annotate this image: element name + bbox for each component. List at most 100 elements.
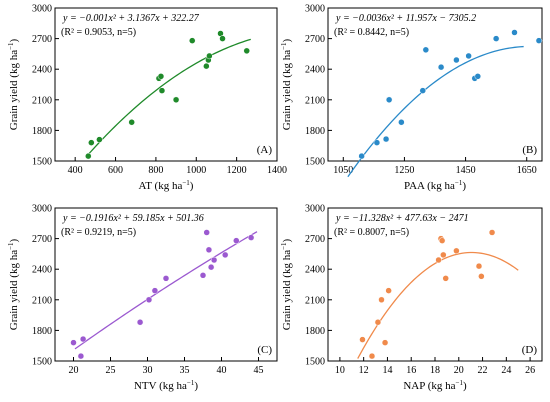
- x-tick-label: 40: [217, 365, 227, 376]
- panel-a: 1500 1800 2100 2400 2700 3000 400 600 800 1000 120…: [7, 4, 287, 193]
- x-tick-label: 1450: [456, 165, 476, 176]
- data-point: [488, 229, 496, 236]
- x-tick-label: 20: [69, 365, 79, 376]
- data-point: [136, 318, 144, 326]
- data-point: [359, 336, 366, 343]
- x-tick-label: 45: [254, 365, 264, 376]
- data-point: [442, 275, 449, 282]
- data-point: [465, 52, 472, 60]
- y-tick-label: 1800: [32, 126, 52, 137]
- data-point: [453, 247, 460, 255]
- y-tick-label: 1800: [305, 126, 325, 137]
- data-point: [207, 263, 215, 271]
- y-tick-label: 1800: [305, 326, 325, 337]
- y-tick-label: 2700: [32, 234, 52, 245]
- regression-equation: y = −11.328x² + 477.63x − 2471: [335, 213, 469, 224]
- y-tick-label: 2400: [305, 265, 325, 276]
- data-point: [203, 229, 210, 236]
- data-point: [233, 237, 240, 244]
- data-point: [172, 96, 180, 104]
- data-point: [378, 296, 385, 304]
- panel-label: (D): [522, 344, 538, 356]
- x-tick-label: 1650: [517, 165, 537, 176]
- fit-curve: [86, 38, 251, 156]
- x-tick-label: 25: [106, 365, 116, 376]
- x-tick-label: 1250: [394, 165, 414, 176]
- data-point: [85, 152, 92, 160]
- y-tick-label: 2100: [305, 95, 325, 106]
- x-tick-label: 24: [501, 365, 511, 376]
- data-point: [70, 339, 77, 346]
- x-tick-label: 10: [335, 365, 345, 376]
- y-tick-label: 1500: [32, 357, 52, 368]
- data-point: [88, 139, 95, 146]
- data-point: [162, 275, 170, 282]
- data-point: [199, 272, 207, 279]
- data-point: [474, 73, 482, 80]
- data-point: [437, 63, 445, 71]
- y-tick-label: 2100: [305, 295, 325, 306]
- y-tick-label: 1500: [32, 157, 52, 168]
- data-point: [79, 335, 87, 343]
- panel-label: (C): [257, 344, 272, 356]
- data-point: [398, 118, 405, 126]
- plot-frame: [327, 7, 543, 162]
- x-axis-label: AT (kg ha−1): [139, 179, 194, 192]
- data-point: [247, 234, 255, 241]
- data-point: [368, 352, 376, 360]
- data-point: [435, 256, 442, 264]
- x-axis-label: NAP (kg ha−1): [403, 379, 467, 392]
- data-point: [158, 87, 166, 94]
- data-point: [385, 287, 392, 294]
- x-tick-label: 16: [406, 365, 416, 376]
- plot-frame: [54, 7, 278, 162]
- y-tick-label: 1800: [32, 326, 52, 337]
- y-axis-label: Grain yield (kg ha−1): [7, 38, 20, 130]
- x-tick-label: 12: [359, 365, 369, 376]
- data-point: [492, 35, 500, 42]
- regression-equation: y = −0.0036x² + 11.957x − 7305.2: [335, 13, 476, 24]
- x-tick-label: 400: [68, 165, 83, 176]
- y-tick-label: 1500: [305, 357, 325, 368]
- panel-c: 1500 1800 2100 2400 2700 3000 20 25 30 35 40 45 NTV …: [7, 204, 278, 392]
- x-axis-label: NTV (kg ha−1): [134, 379, 198, 392]
- x-tick-label: 35: [180, 365, 190, 376]
- x-tick-label: 22: [478, 365, 488, 376]
- data-point: [422, 46, 430, 54]
- x-tick-label: 20: [454, 365, 464, 376]
- data-point: [210, 256, 218, 264]
- x-tick-label: 1200: [227, 165, 247, 176]
- y-tick-label: 1500: [305, 157, 325, 168]
- data-point: [374, 318, 382, 326]
- regression-equation: y = −0.001x² + 3.1367x + 322.27: [62, 13, 200, 24]
- y-axis-label: Grain yield (kg ha−1): [280, 38, 293, 130]
- data-point: [151, 287, 159, 294]
- data-point: [243, 47, 250, 55]
- data-point: [419, 87, 427, 94]
- data-point: [373, 139, 381, 146]
- data-point: [453, 56, 460, 64]
- data-point: [205, 246, 213, 254]
- x-axis-label: PAA (kg ha−1): [404, 179, 466, 192]
- data-point: [77, 352, 85, 360]
- y-tick-label: 2700: [305, 234, 325, 245]
- data-point: [157, 73, 165, 80]
- x-tick-label: 800: [148, 165, 163, 176]
- regression-stats: (R² = 0.9053, n=5): [61, 27, 136, 38]
- y-tick-label: 3000: [32, 4, 52, 15]
- data-point: [535, 37, 543, 44]
- regression-equation: y = −0.1916x² + 59.185x + 501.36: [62, 213, 204, 224]
- x-tick-label: 30: [143, 365, 153, 376]
- data-point: [478, 273, 485, 280]
- y-tick-label: 2100: [32, 295, 52, 306]
- data-point: [382, 135, 390, 143]
- y-tick-label: 2400: [305, 65, 325, 76]
- data-point: [475, 262, 483, 270]
- x-tick-label: 26: [525, 365, 535, 376]
- regression-stats: (R² = 0.8007, n=5): [334, 227, 409, 238]
- data-point: [385, 96, 393, 104]
- data-point: [219, 35, 226, 42]
- regression-stats: (R² = 0.9219, n=5): [61, 227, 136, 238]
- x-tick-label: 1050: [333, 165, 353, 176]
